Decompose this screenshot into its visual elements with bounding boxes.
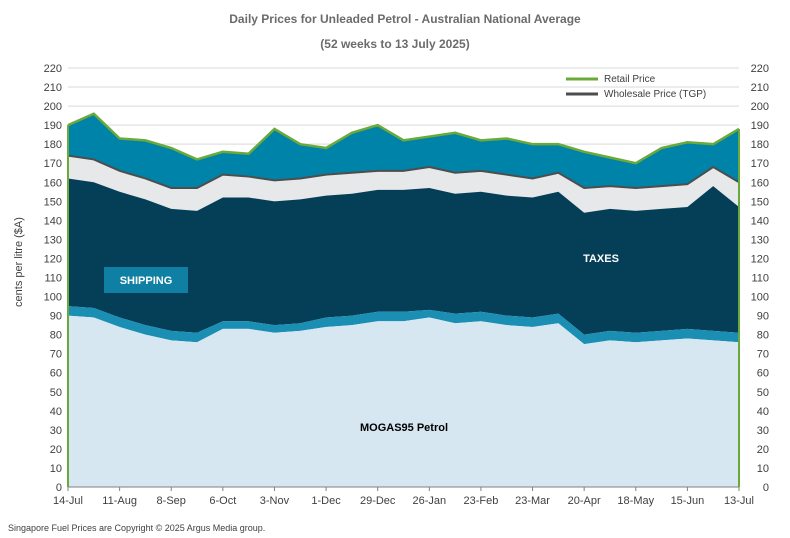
shipping-label-box	[104, 267, 188, 293]
y-tick-left-120: 120	[44, 253, 62, 265]
copyright-footer: Singapore Fuel Prices are Copyright © 20…	[8, 523, 265, 533]
x-tick-6-Oct: 6-Oct	[209, 495, 236, 507]
y-tick-right-60: 60	[757, 368, 769, 380]
y-tick-left-190: 190	[44, 120, 62, 132]
retail-price-line	[67, 112, 740, 165]
taxes-area	[68, 178, 739, 335]
y-tick-right-70: 70	[757, 349, 769, 361]
x-tick-13-Jul: 13-Jul	[724, 495, 754, 507]
y-tick-right-160: 160	[751, 177, 769, 189]
y-tick-right-40: 40	[757, 406, 769, 418]
y-axis-label: cents per litre ($A)	[13, 217, 25, 307]
y-tick-left-210: 210	[44, 82, 62, 94]
y-tick-left-30: 30	[50, 425, 62, 437]
legend-retail-label: Retail Price	[604, 74, 656, 85]
chart-subtitle: (52 weeks to 13 July 2025)	[320, 37, 469, 51]
y-tick-right-90: 90	[757, 311, 769, 323]
mogas-area	[68, 315, 739, 487]
y-tick-right-120: 120	[751, 253, 769, 265]
y-tick-right-30: 30	[757, 425, 769, 437]
retail-margin-area	[68, 113, 739, 188]
legend: Retail Price Wholesale Price (TGP)	[566, 74, 706, 100]
y-tick-left-160: 160	[44, 177, 62, 189]
legend-tgp-label: Wholesale Price (TGP)	[604, 89, 706, 100]
wholesale-margin-area	[68, 155, 739, 213]
chart-title: Daily Prices for Unleaded Petrol - Austr…	[229, 12, 581, 26]
annotations: SHIPPING TAXES MOGAS95 Petrol	[104, 253, 619, 434]
y-tick-right-180: 180	[751, 139, 769, 151]
x-tick-3-Nov: 3-Nov	[260, 495, 290, 507]
y-tick-left-150: 150	[44, 196, 62, 208]
x-tick-8-Sep: 8-Sep	[157, 495, 186, 507]
y-tick-left-110: 110	[44, 273, 62, 285]
y-tick-right-20: 20	[757, 444, 769, 456]
y-tick-right-140: 140	[751, 215, 769, 227]
shipping-label: SHIPPING	[120, 275, 173, 287]
x-tick-15-Jun: 15-Jun	[671, 495, 705, 507]
y-tick-right-110: 110	[751, 273, 769, 285]
x-tick-11-Aug: 11-Aug	[102, 495, 137, 507]
y-tick-left-200: 200	[44, 101, 62, 113]
y-tick-right-170: 170	[751, 158, 769, 170]
y-tick-right-0: 0	[763, 482, 769, 494]
y-tick-right-150: 150	[751, 196, 769, 208]
y-tick-right-100: 100	[751, 292, 769, 304]
y-tick-left-20: 20	[50, 444, 62, 456]
y-tick-right-200: 200	[751, 101, 769, 113]
y-tick-left-10: 10	[50, 463, 62, 475]
x-tick-1-Dec: 1-Dec	[311, 495, 341, 507]
y-tick-left-50: 50	[50, 387, 62, 399]
y-tick-left-40: 40	[50, 406, 62, 418]
y-tick-left-60: 60	[50, 368, 62, 380]
y-tick-left-170: 170	[44, 158, 62, 170]
y-tick-left-90: 90	[50, 311, 62, 323]
y-tick-left-140: 140	[44, 215, 62, 227]
y-tick-left-130: 130	[44, 234, 62, 246]
x-tick-14-Jul: 14-Jul	[53, 495, 83, 507]
y-tick-left-0: 0	[56, 482, 62, 494]
x-tick-23-Mar: 23-Mar	[515, 495, 550, 507]
stacked-areas	[68, 113, 739, 487]
y-tick-right-210: 210	[751, 82, 769, 94]
y-tick-left-80: 80	[50, 330, 62, 342]
taxes-label: TAXES	[583, 253, 619, 265]
y-tick-right-130: 130	[751, 234, 769, 246]
axes: 0 0 10 10 20 20 30 30 40 40 50 50 60 60 70 70 80 80 90 90 10…	[44, 63, 769, 507]
y-tick-right-220: 220	[751, 63, 769, 75]
y-tick-right-190: 190	[751, 120, 769, 132]
y-tick-left-180: 180	[44, 139, 62, 151]
x-tick-20-Apr: 20-Apr	[568, 495, 601, 507]
price-lines	[67, 112, 740, 487]
x-tick-23-Feb: 23-Feb	[463, 495, 498, 507]
y-tick-right-50: 50	[757, 387, 769, 399]
x-tick-26-Jan: 26-Jan	[412, 495, 446, 507]
y-tick-left-70: 70	[50, 349, 62, 361]
y-tick-right-80: 80	[757, 330, 769, 342]
x-tick-29-Dec: 29-Dec	[360, 495, 396, 507]
wholesale-price-line	[67, 154, 740, 190]
y-tick-left-100: 100	[44, 292, 62, 304]
y-tick-right-10: 10	[757, 463, 769, 475]
shipping-area	[68, 306, 739, 345]
y-tick-left-220: 220	[44, 63, 62, 75]
x-tick-18-May: 18-May	[617, 495, 654, 507]
mogas-label: MOGAS95 Petrol	[360, 422, 448, 434]
